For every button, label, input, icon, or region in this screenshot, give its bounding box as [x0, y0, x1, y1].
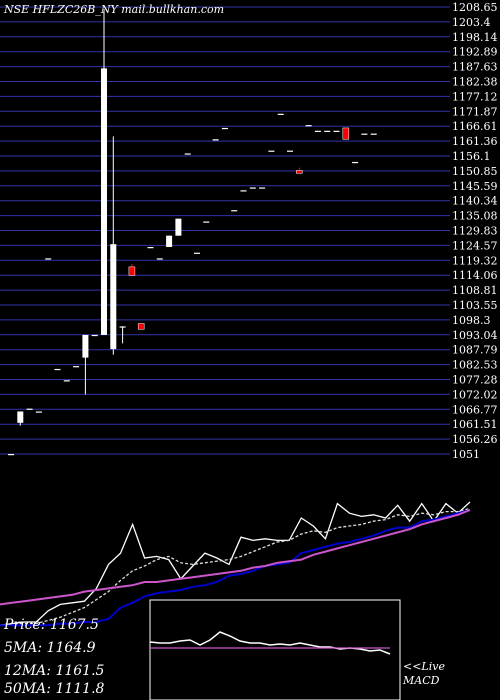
- y-tick-label: 1093.04: [452, 329, 498, 342]
- candle-body: [231, 210, 238, 212]
- candle-body: [184, 153, 191, 155]
- candle-body: [249, 187, 256, 189]
- candle-body: [296, 170, 303, 174]
- candle-body: [82, 334, 89, 358]
- macd-label: MACD: [402, 674, 440, 687]
- candle-body: [203, 221, 210, 223]
- candle-body: [54, 368, 61, 371]
- macd-panel-frame: [149, 599, 401, 700]
- candle-body: [333, 130, 340, 132]
- candle-body: [314, 130, 321, 132]
- candle-body: [45, 258, 52, 260]
- y-tick-label: 1082.53: [452, 359, 498, 372]
- y-tick-label: 1119.32: [452, 254, 498, 267]
- candle-body: [17, 411, 24, 423]
- candle-body: [8, 454, 14, 456]
- candle-body: [26, 408, 33, 410]
- candle-body: [212, 139, 219, 141]
- candle-body: [259, 187, 266, 189]
- y-tick-label: 1098.3: [452, 314, 491, 327]
- ma-series-line: [0, 501, 471, 626]
- y-tick-label: 1114.06: [452, 269, 498, 282]
- candle-body: [194, 252, 200, 254]
- candle-body: [137, 323, 145, 330]
- y-tick-label: 1087.79: [452, 344, 498, 357]
- y-tick-label: 1156.1: [452, 150, 491, 163]
- candle-body: [324, 130, 331, 132]
- y-tick-label: 1103.55: [452, 299, 498, 312]
- candle-body: [63, 380, 70, 382]
- chart-title: NSE HFLZC26B_NY mail.bullkhan.com: [3, 3, 224, 16]
- ma-series-line: [0, 509, 471, 627]
- moving-average-panel: [0, 501, 471, 627]
- y-tick-label: 1108.81: [452, 284, 498, 297]
- candle-body: [221, 127, 228, 130]
- candle-body: [91, 334, 98, 337]
- y-tick-label: 1140.34: [452, 195, 498, 208]
- candle-body: [119, 326, 126, 328]
- candle-body: [342, 127, 350, 140]
- y-tick-label: 1192.89: [452, 46, 498, 59]
- ma-series-line: [0, 507, 471, 626]
- y-tick-label: 1135.08: [452, 210, 498, 223]
- y-tick-label: 1177.12: [452, 90, 498, 103]
- y-tick-label: 1051: [452, 448, 480, 461]
- candle-body: [305, 125, 312, 127]
- y-tick-label: 1072.02: [452, 388, 498, 401]
- candle-body: [110, 244, 117, 350]
- stat-50ma: 50MA: 1111.8: [4, 681, 105, 697]
- y-tick-label: 1061.51: [452, 418, 498, 431]
- y-tick-label: 1208.65: [452, 1, 498, 14]
- y-tick-label: 1077.28: [452, 374, 498, 387]
- candle-body: [240, 190, 247, 192]
- y-tick-label: 1187.63: [452, 61, 498, 74]
- candle-body: [352, 161, 359, 164]
- candle-body: [128, 266, 136, 276]
- candlestick-series: [8, 8, 377, 456]
- y-tick-label: 1129.83: [452, 225, 498, 238]
- y-tick-label: 1166.61: [452, 120, 498, 133]
- candle-body: [101, 68, 107, 335]
- y-tick-label: 1161.36: [452, 135, 498, 148]
- y-tick-label: 1145.59: [452, 180, 498, 193]
- y-tick-label: 1066.77: [452, 403, 498, 416]
- macd-live-link: <<Live: [403, 660, 445, 673]
- candle-body: [370, 133, 377, 135]
- y-tick-label: 1171.87: [452, 105, 498, 118]
- y-tick-label: 1198.14: [452, 31, 498, 44]
- stat-12ma: 12MA: 1161.5: [4, 663, 105, 679]
- candle-body: [175, 218, 182, 236]
- candle-body: [147, 247, 154, 249]
- y-tick-label: 1056.26: [452, 433, 498, 446]
- macd-panel: [149, 631, 391, 655]
- candle-body: [287, 150, 293, 152]
- y-tick-label: 1203.4: [452, 16, 491, 29]
- stat-5ma: 5MA: 1164.9: [4, 640, 96, 656]
- candle-body: [35, 411, 42, 413]
- candle-body: [361, 133, 368, 135]
- candle-body: [73, 366, 80, 368]
- y-tick-label: 1124.57: [452, 239, 498, 252]
- candle-body: [166, 235, 173, 248]
- ma-series-line: [0, 509, 471, 606]
- macd-live-label: <<Live MACD: [402, 660, 445, 687]
- candle-body: [277, 113, 284, 115]
- candle-body: [156, 258, 163, 260]
- price-grid: [0, 6, 450, 455]
- y-tick-label: 1150.85: [452, 165, 498, 178]
- stats-block: Price: 1167.5 5MA: 1164.9 12MA: 1161.5 5…: [3, 617, 105, 697]
- candle-body: [268, 150, 275, 152]
- stat-price: Price: 1167.5: [3, 617, 99, 633]
- y-tick-label: 1182.38: [452, 76, 498, 89]
- price-axis: 1208.65 1203.4 1198.14 1192.89 1187.63 1182.3…: [452, 1, 498, 461]
